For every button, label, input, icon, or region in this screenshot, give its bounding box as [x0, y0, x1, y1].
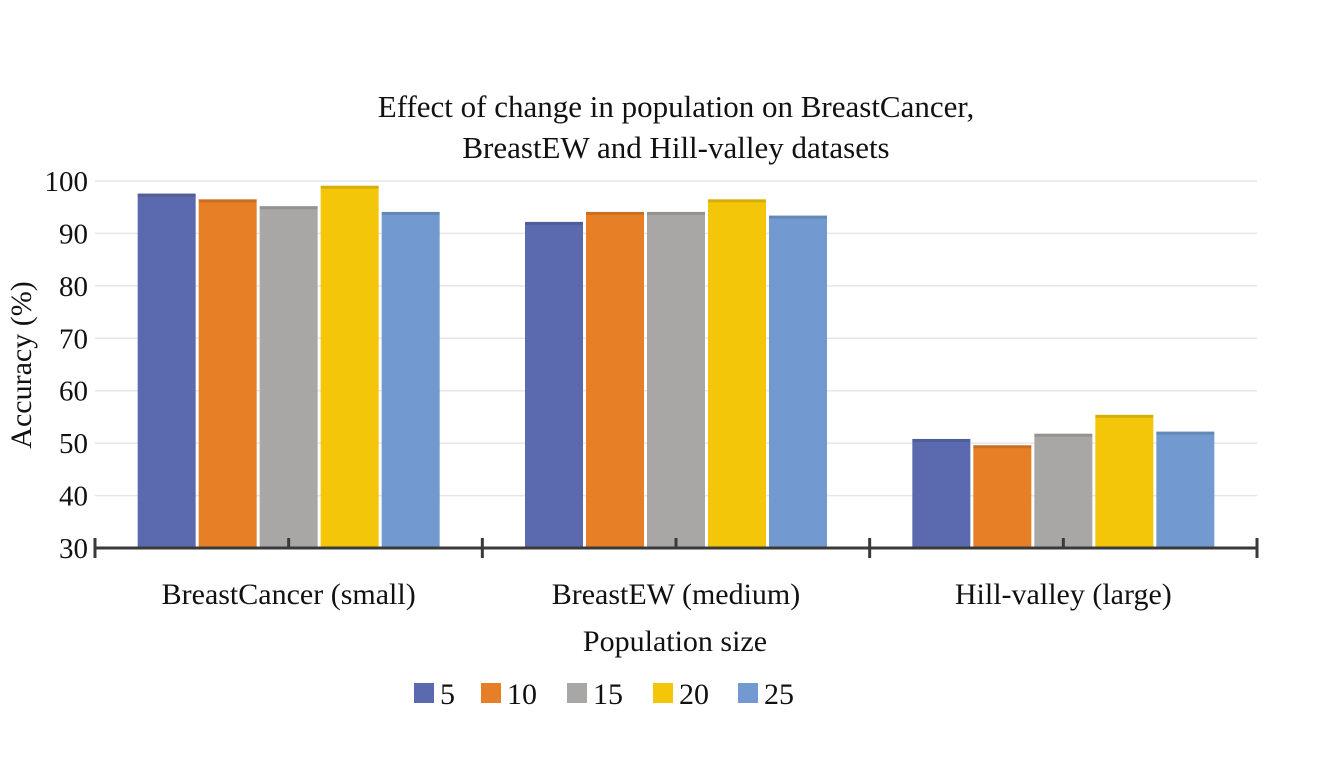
x-axis-label: Population size	[583, 625, 767, 658]
legend-label-15: 15	[593, 678, 623, 711]
category-label: Hill-valley (large)	[955, 578, 1172, 611]
category-label: BreastCancer (small)	[162, 578, 416, 611]
legend-label-20: 20	[679, 678, 709, 711]
bar-breastew-pop-25	[769, 215, 827, 549]
bar-top-edge	[259, 206, 318, 210]
bar-breastew-pop-20	[708, 199, 766, 548]
legend-swatch-15	[567, 683, 587, 703]
bar-hill-valley-pop-15	[1034, 433, 1093, 548]
legend-label-25: 25	[764, 678, 794, 711]
bar-breastcancer-pop-10	[198, 199, 257, 548]
bar-breastcancer-pop-15	[259, 206, 318, 548]
bar-top-edge	[198, 199, 257, 203]
x-axis	[93, 538, 1259, 558]
chart-title: Effect of change in population on Breast…	[378, 89, 974, 165]
y-tick-label: 50	[59, 428, 88, 460]
bar-breastew-pop-15	[647, 211, 705, 548]
chart-title-line-2: BreastEW and Hill-valley datasets	[462, 130, 889, 165]
bar-breastew-pop-10	[586, 211, 644, 548]
y-tick-label: 80	[59, 271, 88, 303]
bar-hill-valley-pop-5	[912, 438, 971, 548]
bar-breastew-pop-5	[525, 221, 583, 548]
bar-top-edge	[381, 211, 440, 215]
legend: 5 10 15 20 25	[414, 678, 794, 711]
bar-top-edge	[769, 215, 827, 219]
y-tick-label: 70	[59, 323, 88, 355]
y-axis-label: Accuracy (%)	[5, 281, 38, 448]
legend-swatch-10	[481, 683, 501, 703]
y-tick-labels: 30 40 50 60 70 80 90 100	[45, 166, 89, 565]
bar-top-edge	[647, 211, 705, 215]
category-labels: BreastCancer (small) BreastEW (medium) Hil…	[162, 578, 1172, 611]
bar-top-edge	[320, 185, 379, 189]
bar-hill-valley-pop-10	[973, 445, 1032, 548]
y-tick-label: 90	[59, 218, 88, 250]
bar-top-edge	[1034, 433, 1093, 437]
bar-top-edge	[137, 193, 196, 197]
bar-top-edge	[973, 445, 1032, 449]
bar-breastcancer-pop-5	[137, 193, 196, 548]
category-label: BreastEW (medium)	[552, 578, 801, 611]
y-tick-label: 40	[59, 481, 88, 513]
bar-top-edge	[912, 438, 971, 442]
bar-top-edge	[586, 211, 644, 215]
bar-hill-valley-pop-25	[1156, 431, 1215, 548]
bar-top-edge	[525, 221, 583, 225]
bar-breastcancer-pop-25	[381, 211, 440, 548]
legend-label-10: 10	[507, 678, 537, 711]
bar-hill-valley-pop-20	[1095, 414, 1154, 548]
y-tick-label: 30	[59, 533, 88, 565]
bar-top-edge	[1095, 414, 1154, 418]
bar-top-edge	[708, 199, 766, 203]
legend-swatch-25	[738, 683, 758, 703]
bars	[137, 185, 1215, 549]
y-tick-label: 60	[59, 376, 88, 408]
y-tick-label: 100	[45, 166, 89, 198]
legend-swatch-5	[414, 683, 434, 703]
bar-top-edge	[1156, 431, 1215, 435]
bar-breastcancer-pop-20	[320, 185, 379, 548]
legend-label-5: 5	[440, 678, 455, 711]
chart-title-line-1: Effect of change in population on Breast…	[378, 89, 974, 124]
legend-swatch-20	[653, 683, 673, 703]
